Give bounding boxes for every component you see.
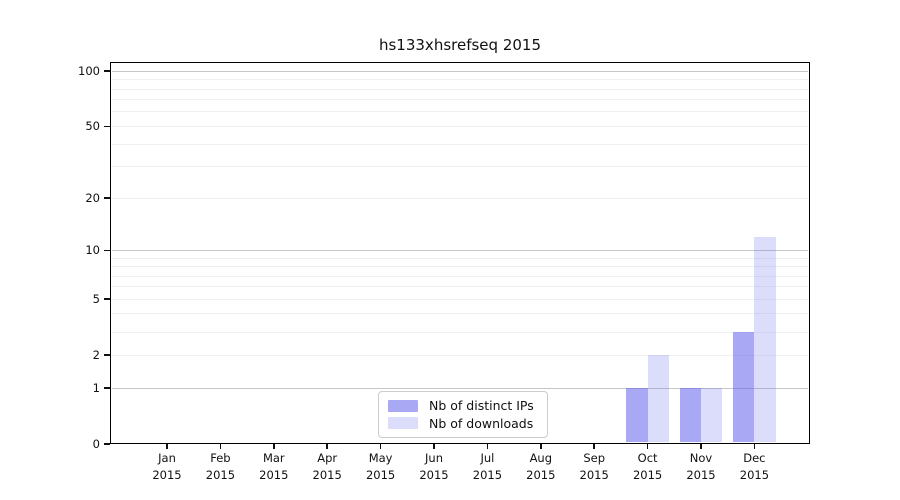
gridline-minor: [112, 125, 808, 127]
gridline-minor: [112, 313, 808, 315]
x-axis-tick: [326, 444, 328, 449]
bar-downloads: [701, 388, 723, 443]
x-axis-tick: [753, 444, 756, 449]
gridline-minor: [112, 266, 808, 267]
y-axis-tick: [104, 125, 110, 128]
bar-distinct-ips: [733, 332, 755, 443]
x-axis-tick-label: Oct 2015: [613, 450, 683, 483]
x-axis-tick-label: Aug 2015: [506, 450, 576, 483]
y-axis-tick: [104, 354, 110, 357]
x-axis-tick-label: Sep 2015: [559, 450, 629, 483]
legend-label-distinct-ips: Nb of distinct IPs: [429, 398, 534, 414]
gridline-minor: [112, 79, 808, 81]
y-axis-tick: [104, 298, 110, 301]
y-axis-tick-label: 0: [92, 437, 100, 451]
year-label: 2015: [579, 467, 609, 482]
month-label: Apr: [317, 451, 338, 465]
gridline-minor: [112, 354, 808, 356]
x-axis-tick: [219, 444, 222, 449]
gridline-minor: [112, 143, 808, 145]
year-label: 2015: [686, 467, 716, 482]
x-axis-tick: [379, 444, 382, 449]
year-label: 2015: [526, 467, 556, 482]
month-label: Jan: [158, 451, 176, 465]
gridline-minor: [112, 166, 808, 168]
legend-swatch-distinct-ips: [388, 399, 418, 412]
y-axis-tick: [104, 249, 110, 252]
bar-distinct-ips: [679, 388, 701, 443]
x-axis-tick-label: Dec 2015: [719, 450, 789, 483]
x-axis-tick: [593, 444, 595, 449]
month-label: Oct: [637, 451, 658, 465]
plot-area: [110, 62, 810, 444]
month-label: Nov: [689, 451, 713, 465]
bar-distinct-ips: [626, 388, 648, 443]
gridline-minor: [112, 286, 808, 288]
gridline-minor: [112, 111, 808, 113]
month-label: Jul: [480, 451, 495, 465]
legend-swatch-downloads: [388, 417, 418, 430]
x-axis-tick-label: Nov 2015: [666, 450, 736, 483]
x-axis-tick: [433, 444, 435, 449]
x-axis-tick: [646, 444, 649, 449]
legend-item-distinct-ips: Nb of distinct IPs: [388, 397, 538, 414]
year-label: 2015: [472, 467, 503, 482]
x-axis-tick: [540, 444, 542, 449]
year-label: 2015: [632, 467, 663, 482]
gridline-minor: [112, 88, 808, 90]
x-axis-tick-label: Feb 2015: [185, 450, 255, 483]
y-axis-tick-label: 100: [78, 64, 100, 79]
gridline-major: [112, 387, 808, 389]
x-axis-tick: [273, 444, 275, 449]
month-label: May: [368, 451, 393, 465]
gridline-minor: [112, 257, 808, 259]
x-axis-tick-label: May 2015: [346, 450, 416, 483]
y-axis-tick: [104, 387, 110, 389]
legend-label-downloads: Nb of downloads: [429, 415, 534, 431]
x-axis-tick: [700, 444, 702, 449]
gridline-major: [112, 70, 808, 72]
x-axis-tick: [486, 444, 489, 449]
gridline-minor: [112, 275, 808, 277]
gridline-minor: [112, 298, 808, 300]
y-axis-tick: [104, 70, 110, 72]
year-label: 2015: [205, 467, 236, 482]
year-label: 2015: [739, 467, 770, 482]
gridline-minor: [112, 99, 808, 101]
x-axis-tick-label: Jan 2015: [132, 450, 202, 483]
x-axis-tick-label: Mar 2015: [239, 450, 309, 483]
legend: Nb of distinct IPs Nb of downloads: [378, 391, 548, 438]
bar-downloads: [754, 236, 776, 443]
year-label: 2015: [312, 467, 342, 482]
year-label: 2015: [152, 467, 182, 482]
gridline-minor: [112, 197, 808, 199]
year-label: 2015: [419, 467, 449, 482]
year-label: 2015: [259, 467, 289, 482]
month-label: Jun: [425, 451, 443, 465]
y-axis-tick: [104, 197, 110, 199]
y-axis-tick-label: 50: [85, 119, 100, 134]
x-axis-tick-label: Jun 2015: [399, 450, 469, 483]
y-axis-tick: [104, 443, 110, 445]
x-axis-tick: [166, 444, 168, 449]
bar-downloads: [647, 355, 669, 443]
year-label: 2015: [365, 467, 396, 482]
x-axis-tick-label: Apr 2015: [292, 450, 362, 483]
legend-item-downloads: Nb of downloads: [388, 415, 538, 432]
y-axis-tick-label: 10: [85, 243, 100, 258]
y-axis-tick-label: 20: [85, 191, 100, 206]
chart-title: hs133xhsrefseq 2015: [378, 36, 541, 54]
month-label: Dec: [743, 451, 766, 465]
month-label: Sep: [583, 451, 606, 465]
y-axis-tick-label: 2: [92, 348, 100, 363]
y-axis-tick-label: 5: [92, 292, 100, 307]
gridline-minor: [112, 331, 808, 333]
month-label: Mar: [262, 451, 285, 465]
x-axis-tick-label: Jul 2015: [452, 450, 522, 483]
month-label: Feb: [210, 451, 231, 465]
gridline-major: [112, 249, 808, 251]
month-label: Aug: [529, 451, 553, 465]
y-axis-tick-label: 1: [92, 381, 100, 395]
